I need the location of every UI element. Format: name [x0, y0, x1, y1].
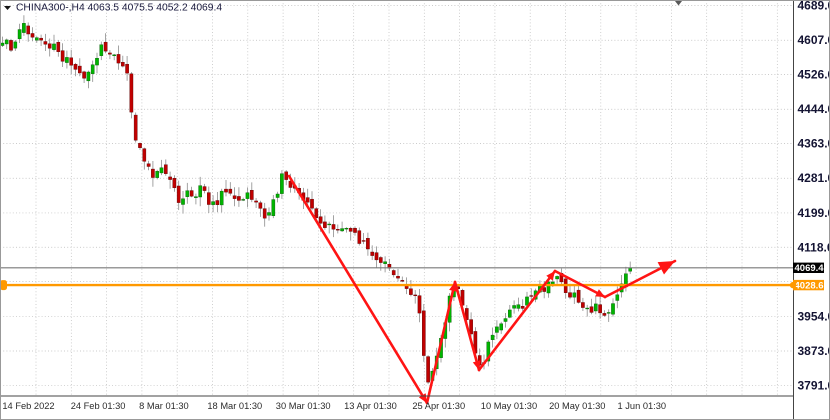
svg-text:8 Mar 01:30: 8 Mar 01:30 [139, 401, 189, 411]
svg-text:3791.0: 3791.0 [798, 379, 830, 393]
svg-text:4069.4: 4069.4 [795, 263, 825, 274]
svg-text:4526.0: 4526.0 [798, 68, 830, 82]
svg-text:1 Jun 01:30: 1 Jun 01:30 [618, 401, 667, 411]
svg-text:4028.6: 4028.6 [795, 280, 824, 291]
svg-text:CHINA300-,H4 4063.5 4075.5 40: CHINA300-,H4 4063.5 4075.5 4052.2 4069.4 [16, 3, 222, 14]
svg-text:4118.0: 4118.0 [798, 240, 830, 254]
svg-text:24 Feb 01:30: 24 Feb 01:30 [71, 401, 126, 411]
svg-text:14 Feb 2022: 14 Feb 2022 [2, 401, 54, 411]
svg-text:30 Mar 01:30: 30 Mar 01:30 [276, 401, 331, 411]
svg-text:4444.0: 4444.0 [798, 102, 830, 116]
svg-text:4199.0: 4199.0 [798, 206, 830, 220]
svg-text:3873.0: 3873.0 [798, 344, 830, 358]
svg-text:4607.0: 4607.0 [798, 33, 830, 47]
svg-text:4689.0: 4689.0 [798, 0, 830, 13]
svg-text:18 Mar 01:30: 18 Mar 01:30 [207, 401, 262, 411]
svg-text:20 May 01:30: 20 May 01:30 [549, 401, 605, 411]
svg-text:10 May 01:30: 10 May 01:30 [481, 401, 537, 411]
svg-text:3954.0: 3954.0 [798, 310, 830, 324]
svg-text:25 Apr 01:30: 25 Apr 01:30 [412, 401, 465, 411]
svg-text:4281.0: 4281.0 [798, 171, 830, 185]
svg-text:13 Apr 01:30: 13 Apr 01:30 [344, 401, 397, 411]
svg-text:4363.0: 4363.0 [798, 137, 830, 151]
